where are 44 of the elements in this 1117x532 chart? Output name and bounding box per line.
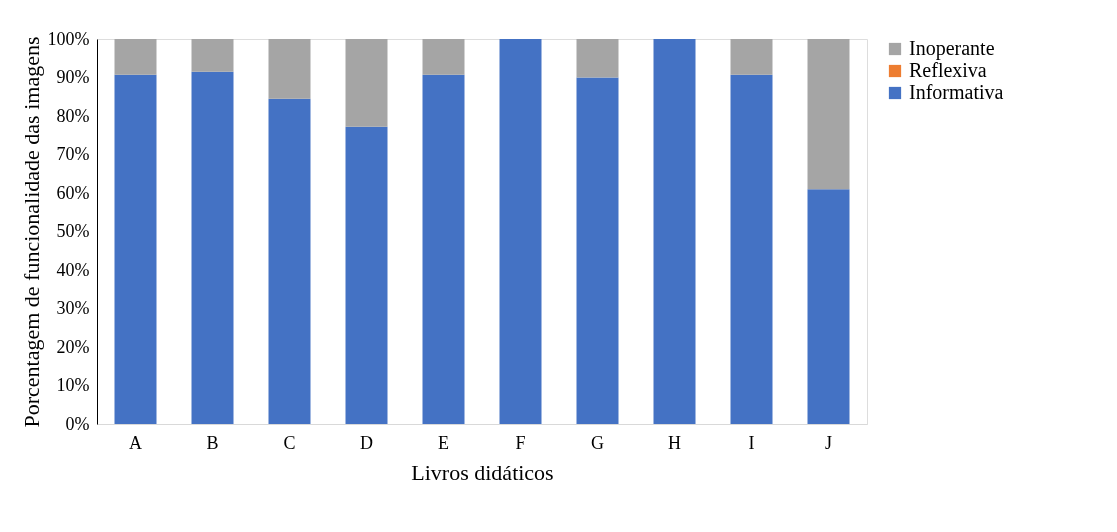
x-tick-label: G (591, 432, 604, 453)
x-tick-label: F (515, 432, 526, 453)
y-tick-label: 100% (47, 28, 90, 49)
bar (422, 74, 465, 424)
bar (345, 39, 388, 127)
x-tick-label: I (748, 432, 755, 453)
x-axis-title: Livros didáticos (411, 459, 554, 485)
y-tick-label: 90% (56, 67, 90, 87)
x-tick-label: J (824, 432, 833, 453)
bar (499, 39, 542, 424)
y-tick-label: 30% (56, 298, 90, 318)
bar (576, 39, 619, 78)
y-tick-label: 0% (65, 413, 90, 434)
bar (422, 39, 465, 75)
y-tick-label: 50% (56, 221, 90, 241)
bar (268, 39, 311, 99)
bar (268, 98, 311, 424)
y-tick-label: 80% (56, 105, 90, 126)
bar (807, 189, 850, 424)
y-axis-title: Porcentagem de funcionalidade das imagens (18, 36, 44, 428)
x-tick-label: D (360, 432, 373, 453)
legend-label: Informativa (909, 81, 1004, 103)
y-tick-label: 60% (56, 182, 90, 203)
bar (114, 39, 157, 75)
bar (114, 74, 157, 424)
x-tick-label: E (438, 432, 449, 453)
x-tick-label: B (206, 432, 219, 453)
y-tick-label: 70% (56, 144, 90, 164)
bar (730, 39, 773, 75)
x-tick-label: C (283, 432, 296, 453)
y-tick-label: 10% (56, 375, 90, 395)
x-tick-label: A (129, 432, 142, 453)
bar (191, 71, 234, 424)
bar (653, 39, 696, 424)
bar (345, 126, 388, 424)
bar (730, 74, 773, 424)
bar (807, 39, 850, 190)
x-tick-label: H (668, 432, 681, 453)
y-tick-label: 40% (56, 259, 90, 280)
y-tick-label: 20% (56, 336, 90, 357)
legend-label: Reflexiva (909, 59, 987, 81)
bar (576, 77, 619, 424)
bar (191, 39, 234, 72)
legend-label: Inoperante (909, 37, 995, 60)
